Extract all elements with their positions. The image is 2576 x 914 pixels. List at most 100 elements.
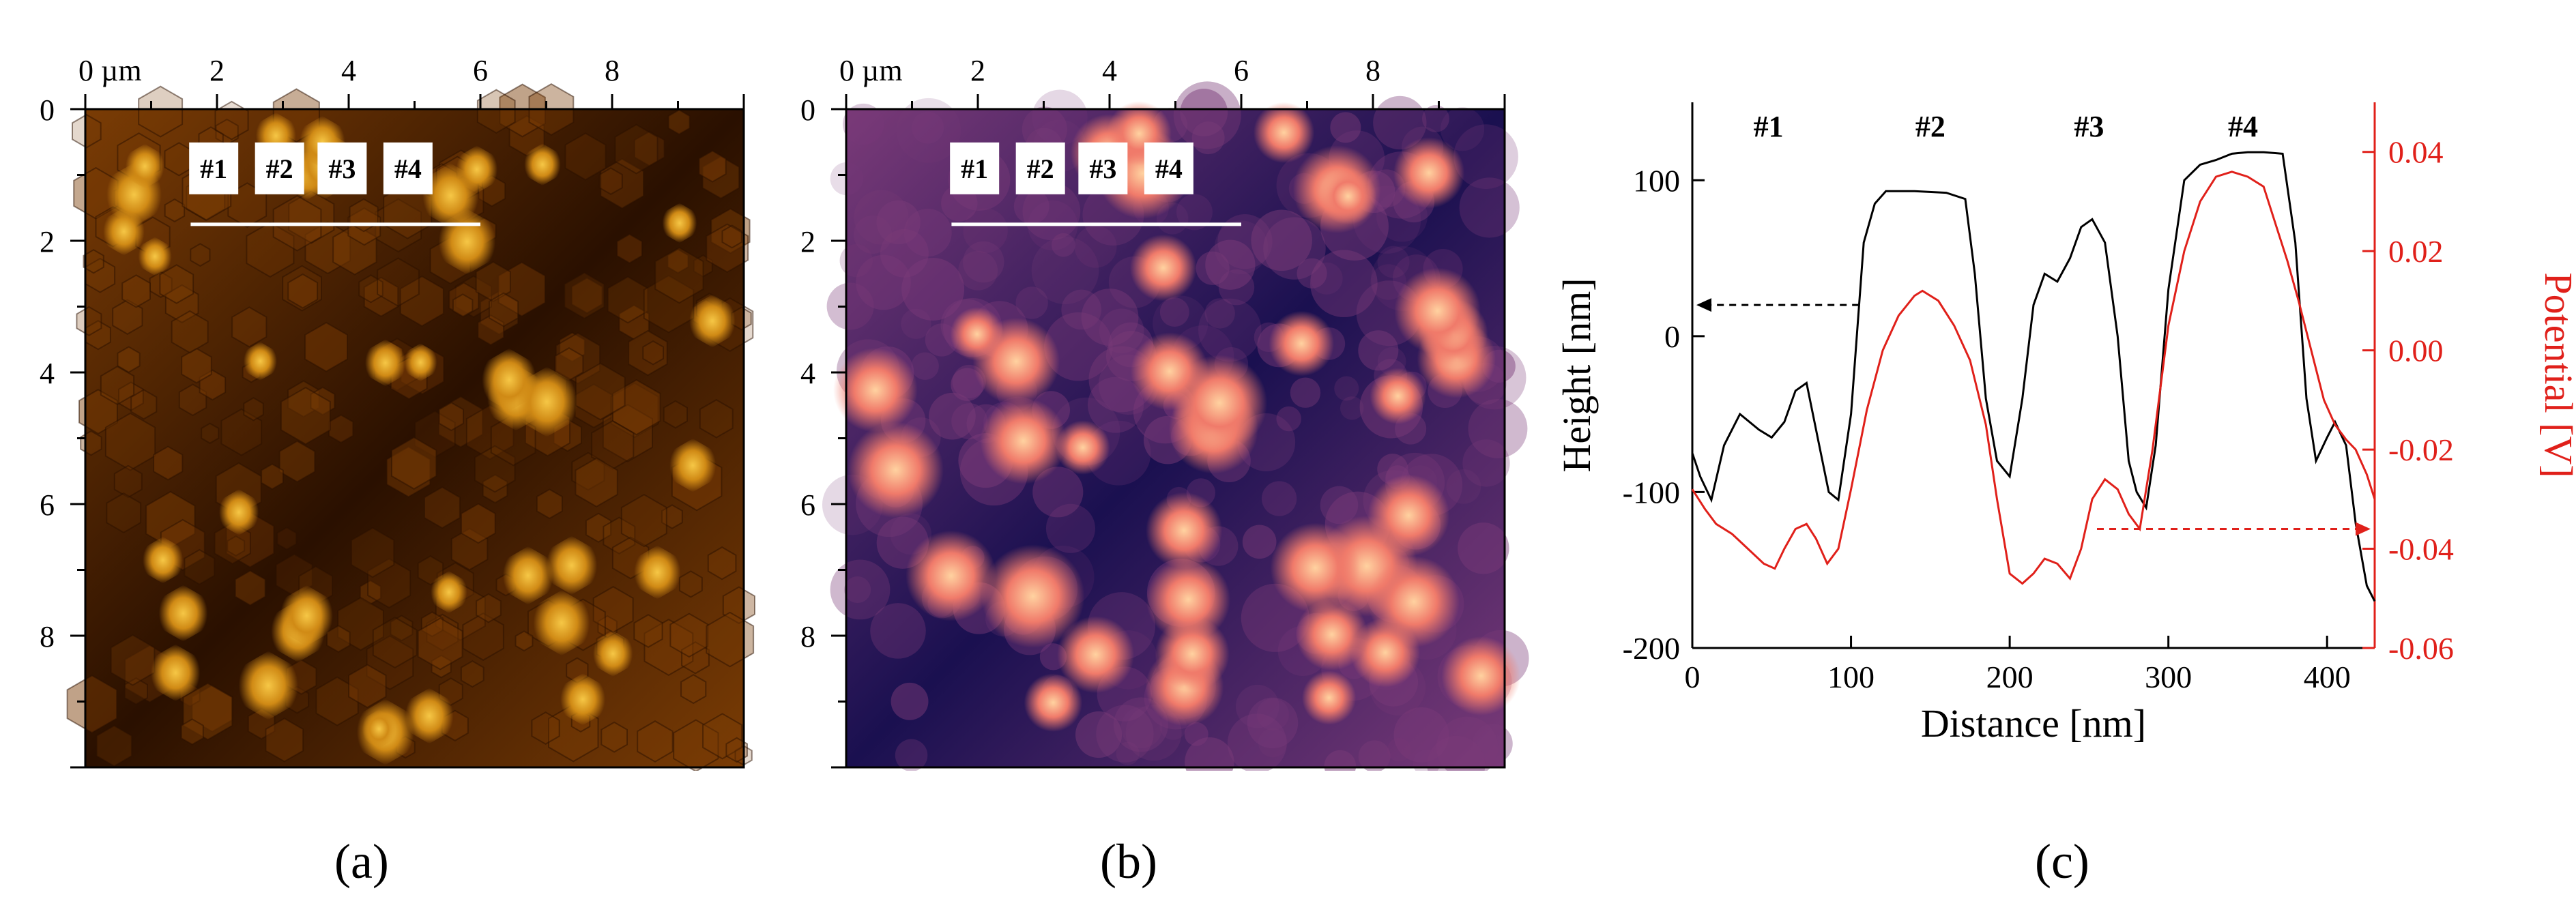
- grain: [555, 331, 600, 385]
- height-series-line: [1691, 151, 2376, 602]
- bright-grain: [634, 545, 681, 600]
- grain: [1235, 684, 1279, 728]
- grain: [138, 85, 184, 138]
- grain: [377, 257, 420, 307]
- grain: [1421, 105, 1449, 132]
- x-tick-label: 100: [1827, 660, 1875, 694]
- grain: [891, 682, 929, 720]
- grain: [190, 243, 211, 267]
- grain: [304, 221, 351, 275]
- grain: [575, 362, 626, 421]
- grain: [110, 634, 156, 686]
- bright-grain: [1367, 474, 1450, 557]
- marker-label: #1: [961, 153, 988, 184]
- grain: [663, 400, 688, 429]
- grain: [903, 208, 952, 257]
- grain: [390, 615, 414, 642]
- grain: [1022, 106, 1067, 152]
- bright-grain: [238, 651, 298, 720]
- y-left-tick-label: 100: [1633, 163, 1680, 198]
- grain: [476, 593, 502, 623]
- grain: [1251, 209, 1312, 271]
- grain: [725, 737, 748, 763]
- grain: [1453, 124, 1518, 190]
- grain: [171, 310, 209, 354]
- grain: [367, 557, 411, 609]
- bright-grain: [950, 307, 1004, 362]
- grain: [261, 463, 284, 490]
- marker-box: [189, 142, 239, 194]
- grain: [598, 167, 623, 195]
- grain: [620, 493, 667, 548]
- grain: [1387, 737, 1411, 762]
- grain: [1261, 481, 1297, 516]
- grain: [280, 387, 331, 445]
- grain: [1032, 467, 1084, 518]
- grain: [856, 254, 911, 310]
- region-annotation: #4: [2228, 110, 2258, 143]
- grain: [278, 440, 316, 483]
- grain: [1116, 741, 1140, 765]
- marker-label: #2: [1027, 153, 1054, 184]
- x-tick-label: 6: [473, 54, 488, 87]
- x-tick-label: 400: [2304, 660, 2351, 694]
- grain: [929, 392, 976, 440]
- grain: [499, 83, 546, 138]
- panel-label-a: (a): [334, 834, 389, 889]
- grain: [455, 275, 492, 318]
- image-axes: 0 µm 2 4 6 8 0 2 4 6 8 #1 #2 #3 #4: [800, 54, 1506, 769]
- grain: [1096, 705, 1154, 763]
- bright-grain: [1368, 556, 1460, 648]
- potential-axis-arrowhead: [2356, 522, 2371, 536]
- grain: [72, 114, 102, 149]
- bright-grain: [1302, 670, 1357, 725]
- panel-label-b: (b): [1100, 834, 1157, 889]
- grain: [628, 329, 668, 377]
- grain: [201, 422, 220, 444]
- bright-grain: [1270, 522, 1361, 613]
- grain: [1184, 722, 1209, 746]
- marker-box: [255, 142, 304, 194]
- bright-grain: [431, 571, 467, 613]
- bright-grain: [365, 339, 406, 387]
- grain: [231, 306, 267, 348]
- grain: [420, 611, 444, 638]
- grain: [452, 293, 474, 318]
- bright-grain: [1253, 102, 1315, 164]
- grain: [842, 103, 884, 145]
- bright-grain: [1296, 598, 1368, 670]
- grain: [667, 108, 691, 135]
- marker-box: [1078, 142, 1128, 194]
- bright-grain: [219, 489, 259, 535]
- x-tick-label: 2: [970, 54, 985, 87]
- bright-grain: [980, 398, 1067, 484]
- bright-grain: [1155, 617, 1230, 692]
- marker-box: [1015, 142, 1065, 194]
- x-tick-label: 2: [209, 54, 225, 87]
- x-tick-label: 0 µm: [839, 54, 903, 87]
- grain: [1459, 177, 1520, 238]
- grain: [963, 208, 1008, 253]
- grain: [826, 282, 874, 330]
- region-annotation: #1: [1754, 110, 1784, 143]
- x-tick-label: 8: [1365, 54, 1380, 87]
- grain: [1217, 214, 1273, 269]
- grain: [896, 98, 961, 163]
- grain: [710, 207, 751, 254]
- grain: [536, 488, 563, 520]
- grain: [438, 402, 464, 432]
- bright-grain: [1024, 673, 1083, 732]
- grain: [1180, 89, 1228, 136]
- grain: [282, 265, 322, 312]
- grain: [112, 299, 143, 335]
- y-right-tick-label: 0.00: [2388, 334, 2444, 368]
- grain: [1205, 239, 1256, 290]
- grain: [706, 223, 749, 274]
- grain: [951, 403, 988, 440]
- grain: [1075, 711, 1123, 758]
- grain: [372, 617, 418, 669]
- y-right-tick-label: -0.06: [2388, 631, 2454, 666]
- grain: [287, 273, 319, 309]
- grain: [1472, 723, 1513, 764]
- bright-grain: [482, 348, 536, 411]
